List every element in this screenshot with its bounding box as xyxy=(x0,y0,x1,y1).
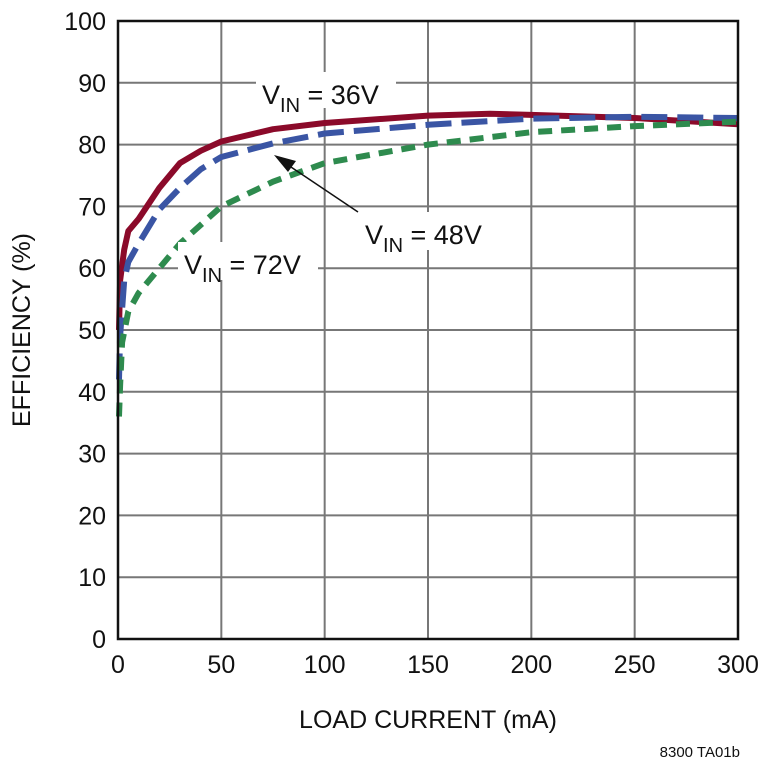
svg-text:VIN = 72V: VIN = 72V xyxy=(184,250,301,287)
y-tick-label: 20 xyxy=(78,502,106,530)
y-tick-label: 10 xyxy=(78,564,106,592)
y-tick-label: 40 xyxy=(78,379,106,407)
x-tick-label: 100 xyxy=(304,651,346,679)
svg-text:VIN = 36V: VIN = 36V xyxy=(262,80,379,117)
y-tick-label: 100 xyxy=(64,8,106,36)
x-tick-label: 50 xyxy=(207,651,235,679)
y-tick-label: 90 xyxy=(78,70,106,98)
series-lines xyxy=(116,110,739,417)
y-tick-label: 80 xyxy=(78,132,106,160)
y-tick-label: 60 xyxy=(78,255,106,283)
x-tick-label: 250 xyxy=(614,651,656,679)
y-tick-label: 30 xyxy=(78,441,106,469)
x-tick-label: 300 xyxy=(717,651,759,679)
arrow-to-48v-curve xyxy=(274,155,359,213)
series-line-1 xyxy=(116,113,739,380)
x-tick-label: 200 xyxy=(510,651,552,679)
series-line-2 xyxy=(116,118,739,417)
label-vin-72v: VIN = 72V xyxy=(178,242,318,287)
y-tick-label: 0 xyxy=(92,626,106,654)
svg-text:VIN = 48V: VIN = 48V xyxy=(365,220,482,257)
x-axis-label: LOAD CURRENT (mA) xyxy=(299,706,557,734)
figure-id: 8300 TA01b xyxy=(660,744,740,761)
plot-frame xyxy=(116,19,740,641)
y-axis-label: EFFICIENCY (%) xyxy=(8,233,36,427)
x-tick-label: 0 xyxy=(111,651,125,679)
y-tick-label: 50 xyxy=(78,317,106,345)
label-vin-48v: VIN = 48V xyxy=(360,212,500,257)
tick-labels: 0 50 100 150 200 250 300 0 10 20 30 40 50 60 70 80 90 100 xyxy=(64,8,759,679)
x-tick-label: 150 xyxy=(407,651,449,679)
y-tick-label: 70 xyxy=(78,193,106,221)
series-line-0 xyxy=(116,110,739,331)
label-vin-36v: VIN = 36V xyxy=(256,72,396,117)
